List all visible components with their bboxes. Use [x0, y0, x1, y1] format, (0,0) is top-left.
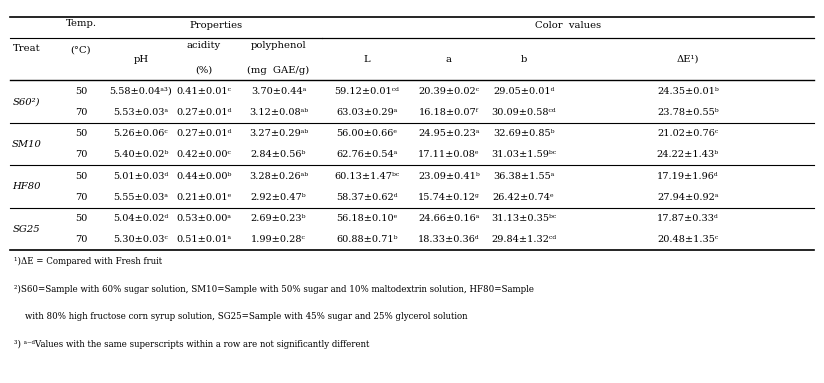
- Text: 17.11±0.08ᵉ: 17.11±0.08ᵉ: [418, 150, 480, 159]
- Text: 18.33±0.36ᵈ: 18.33±0.36ᵈ: [418, 235, 480, 244]
- Text: 0.27±0.01ᵈ: 0.27±0.01ᵈ: [176, 129, 232, 138]
- Text: 24.66±0.16ᵃ: 24.66±0.16ᵃ: [419, 214, 480, 223]
- Text: ²)S60=Sample with 60% sugar solution, SM10=Sample with 50% sugar and 10% maltode: ²)S60=Sample with 60% sugar solution, SM…: [14, 285, 534, 294]
- Text: 31.03±1.59ᵇᶜ: 31.03±1.59ᵇᶜ: [491, 150, 556, 159]
- Text: 50: 50: [75, 172, 87, 180]
- Text: (°C): (°C): [71, 46, 91, 55]
- Text: 24.35±0.01ᵇ: 24.35±0.01ᵇ: [657, 87, 719, 95]
- Text: 70: 70: [75, 235, 87, 244]
- Text: a: a: [446, 55, 452, 64]
- Text: 0.41±0.01ᶜ: 0.41±0.01ᶜ: [176, 87, 232, 95]
- Text: 62.76±0.54ᵃ: 62.76±0.54ᵃ: [336, 150, 397, 159]
- Text: 20.48±1.35ᶜ: 20.48±1.35ᶜ: [658, 235, 719, 244]
- Text: 56.00±0.66ᵉ: 56.00±0.66ᵉ: [336, 129, 397, 138]
- Text: 5.30±0.03ᶜ: 5.30±0.03ᶜ: [114, 235, 168, 244]
- Text: HF80: HF80: [12, 182, 41, 191]
- Text: 3.27±0.29ᵃᵇ: 3.27±0.29ᵃᵇ: [249, 129, 308, 138]
- Text: 50: 50: [75, 87, 87, 95]
- Text: ³) ᵃ⁻ᵈValues with the same superscripts within a row are not significantly diffe: ³) ᵃ⁻ᵈValues with the same superscripts …: [14, 339, 369, 349]
- Text: SM10: SM10: [12, 140, 42, 149]
- Text: 70: 70: [75, 150, 87, 159]
- Text: 24.95±0.23ᵃ: 24.95±0.23ᵃ: [419, 129, 480, 138]
- Text: 21.02±0.76ᶜ: 21.02±0.76ᶜ: [658, 129, 719, 138]
- Text: 63.03±0.29ᵃ: 63.03±0.29ᵃ: [336, 108, 397, 117]
- Text: 23.09±0.41ᵇ: 23.09±0.41ᵇ: [418, 172, 480, 180]
- Text: 0.53±0.00ᵃ: 0.53±0.00ᵃ: [176, 214, 232, 223]
- Text: 17.19±1.96ᵈ: 17.19±1.96ᵈ: [657, 172, 719, 180]
- Text: 36.38±1.55ᵃ: 36.38±1.55ᵃ: [493, 172, 555, 180]
- Text: 5.53±0.03ᵃ: 5.53±0.03ᵃ: [114, 108, 169, 117]
- Text: Properties: Properties: [190, 21, 242, 30]
- Text: polyphenol: polyphenol: [250, 41, 307, 50]
- Text: 70: 70: [75, 108, 87, 117]
- Text: 58.37±0.62ᵈ: 58.37±0.62ᵈ: [336, 193, 398, 202]
- Text: 20.39±0.02ᶜ: 20.39±0.02ᶜ: [419, 87, 480, 95]
- Text: 60.88±0.71ᵇ: 60.88±0.71ᵇ: [336, 235, 398, 244]
- Text: pH: pH: [133, 55, 148, 64]
- Text: Treat: Treat: [13, 44, 40, 53]
- Text: 50: 50: [75, 129, 87, 138]
- Text: 2.84±0.56ᵇ: 2.84±0.56ᵇ: [250, 150, 307, 159]
- Text: 5.40±0.02ᵇ: 5.40±0.02ᵇ: [114, 150, 169, 159]
- Text: 60.13±1.47ᵇᶜ: 60.13±1.47ᵇᶜ: [335, 172, 400, 180]
- Text: 0.42±0.00ᶜ: 0.42±0.00ᶜ: [176, 150, 232, 159]
- Text: 50: 50: [75, 214, 87, 223]
- Text: 27.94±0.92ᵃ: 27.94±0.92ᵃ: [658, 193, 719, 202]
- Text: 26.42±0.74ᵉ: 26.42±0.74ᵉ: [493, 193, 555, 202]
- Text: (%): (%): [195, 66, 213, 75]
- Text: S60²): S60²): [13, 97, 40, 106]
- Text: 31.13±0.35ᵇᶜ: 31.13±0.35ᵇᶜ: [491, 214, 556, 223]
- Text: Color  values: Color values: [535, 21, 601, 30]
- Text: 0.51±0.01ᵃ: 0.51±0.01ᵃ: [176, 235, 232, 244]
- Text: 23.78±0.55ᵇ: 23.78±0.55ᵇ: [657, 108, 719, 117]
- Text: acidity: acidity: [187, 41, 221, 50]
- Text: with 80% high fructose corn syrup solution, SG25=Sample with 45% sugar and 25% g: with 80% high fructose corn syrup soluti…: [14, 312, 467, 321]
- Text: 3.70±0.44ᵃ: 3.70±0.44ᵃ: [250, 87, 307, 95]
- Text: 0.44±0.00ᵇ: 0.44±0.00ᵇ: [176, 172, 232, 180]
- Text: b: b: [521, 55, 527, 64]
- Text: 59.12±0.01ᶜᵈ: 59.12±0.01ᶜᵈ: [335, 87, 400, 95]
- Text: SG25: SG25: [13, 225, 40, 234]
- Text: 16.18±0.07ᶠ: 16.18±0.07ᶠ: [419, 108, 479, 117]
- Text: 3.28±0.26ᵃᵇ: 3.28±0.26ᵃᵇ: [249, 172, 308, 180]
- Text: 29.84±1.32ᶜᵈ: 29.84±1.32ᶜᵈ: [491, 235, 556, 244]
- Text: 5.58±0.04ᵃ³): 5.58±0.04ᵃ³): [110, 87, 172, 95]
- Text: 5.26±0.06ᶜ: 5.26±0.06ᶜ: [114, 129, 168, 138]
- Text: 70: 70: [75, 193, 87, 202]
- Text: ¹)ΔE = Compared with Fresh fruit: ¹)ΔE = Compared with Fresh fruit: [14, 257, 162, 267]
- Text: 32.69±0.85ᵇ: 32.69±0.85ᵇ: [493, 129, 555, 138]
- Text: 15.74±0.12ᵍ: 15.74±0.12ᵍ: [418, 193, 480, 202]
- Text: 0.21±0.01ᵉ: 0.21±0.01ᵉ: [176, 193, 232, 202]
- Text: 29.05±0.01ᵈ: 29.05±0.01ᵈ: [493, 87, 555, 95]
- Text: 5.04±0.02ᵈ: 5.04±0.02ᵈ: [114, 214, 169, 223]
- Text: 30.09±0.58ᶜᵈ: 30.09±0.58ᶜᵈ: [491, 108, 556, 117]
- Text: 24.22±1.43ᵇ: 24.22±1.43ᵇ: [657, 150, 719, 159]
- Text: 5.55±0.03ᵃ: 5.55±0.03ᵃ: [114, 193, 168, 202]
- Text: 2.69±0.23ᵇ: 2.69±0.23ᵇ: [250, 214, 307, 223]
- Text: 5.01±0.03ᵈ: 5.01±0.03ᵈ: [114, 172, 169, 180]
- Text: ΔE¹): ΔE¹): [677, 55, 700, 64]
- Text: 0.27±0.01ᵈ: 0.27±0.01ᵈ: [176, 108, 232, 117]
- Text: 3.12±0.08ᵃᵇ: 3.12±0.08ᵃᵇ: [249, 108, 308, 117]
- Text: 1.99±0.28ᶜ: 1.99±0.28ᶜ: [251, 235, 306, 244]
- Text: Temp.: Temp.: [66, 19, 96, 28]
- Text: (mg  GAE/g): (mg GAE/g): [247, 66, 310, 75]
- Text: 56.18±0.10ᵉ: 56.18±0.10ᵉ: [336, 214, 397, 223]
- Text: 17.87±0.33ᵈ: 17.87±0.33ᵈ: [657, 214, 719, 223]
- Text: L: L: [363, 55, 370, 64]
- Text: 2.92±0.47ᵇ: 2.92±0.47ᵇ: [250, 193, 307, 202]
